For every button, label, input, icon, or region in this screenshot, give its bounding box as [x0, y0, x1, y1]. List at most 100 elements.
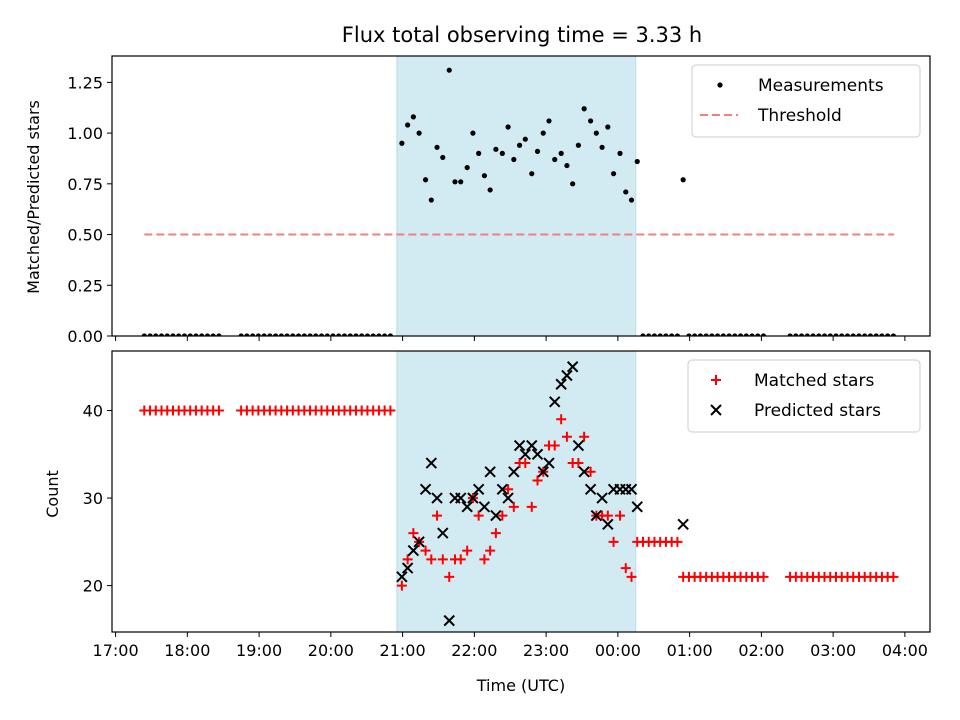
top-y-axis-label: Matched/Predicted stars [24, 100, 43, 294]
measurement-point [749, 333, 755, 336]
measurement-point [370, 333, 376, 336]
matched-star-point [602, 510, 613, 521]
top-y-tick-label: 1.25 [67, 73, 103, 92]
measurement-point [341, 333, 348, 336]
measurement-point [570, 181, 576, 187]
predicted-star-point [549, 396, 561, 408]
x-tick-label: 00:00 [595, 641, 641, 660]
measurement-point [651, 333, 658, 336]
measurement-point [709, 333, 715, 336]
matched-star-point [672, 536, 683, 547]
measurement-point [290, 333, 296, 336]
measurement-point [428, 197, 434, 203]
measurement-point [216, 333, 222, 336]
matched-star-point [626, 571, 637, 582]
predicted-star-point [396, 571, 408, 583]
matched-star-point [585, 466, 596, 477]
measurement-point [464, 164, 470, 171]
top-y-tick-label: 0.75 [67, 175, 103, 194]
measurement-point [238, 333, 244, 336]
predicted-star-point [407, 544, 420, 557]
measurement-point [176, 333, 182, 336]
legend-label: Measurements [758, 76, 884, 96]
predicted-star-point [401, 562, 414, 574]
matched-star-point [758, 571, 769, 582]
x-tick-label: 23:00 [523, 641, 569, 660]
top-y-tick-label: 0.50 [67, 226, 103, 245]
top-data-layer [141, 67, 897, 336]
top-observing-window [396, 55, 637, 337]
measurement-point [250, 333, 256, 336]
measurement-point [844, 333, 851, 336]
measurement-point [850, 333, 856, 336]
matched-star-point [432, 510, 443, 521]
matched-star-point [549, 440, 560, 451]
predicted-star-point [413, 536, 425, 548]
measurement-point [487, 187, 493, 193]
x-tick-label: 18:00 [164, 641, 210, 660]
measurement-point [879, 333, 885, 336]
measurement-point [324, 333, 330, 336]
top-legend: Measurements Threshold [691, 64, 921, 138]
measurement-point [153, 333, 159, 336]
predicted-star-point [584, 483, 597, 496]
measurement-point [867, 333, 874, 336]
measurement-point [760, 333, 767, 336]
matched-star-point [462, 545, 473, 556]
matched-star-point [473, 510, 484, 521]
measurement-point [307, 333, 313, 336]
measurement-point [522, 136, 528, 142]
legend-marker-plus [711, 375, 721, 385]
matched-star-point [437, 554, 448, 565]
x-tick-label: 20:00 [308, 641, 354, 660]
x-tick-label: 01:00 [667, 641, 713, 660]
measurement-point [646, 333, 652, 336]
measurement-point [382, 333, 388, 336]
legend-marker-x [710, 404, 722, 416]
measurement-point [640, 333, 646, 336]
matched-star-point [561, 431, 572, 442]
bottom-legend: Matched stars Predicted stars [687, 359, 921, 433]
bottom-series-predicted-stars [396, 361, 689, 627]
ratio-panel: 0.00 0.25 0.50 0.75 1.00 1.25 Measurements Thre… [67, 55, 931, 346]
measurement-point [422, 177, 429, 183]
measurement-point [452, 179, 458, 185]
measurement-point [787, 333, 793, 336]
measurement-point [581, 106, 587, 112]
measurement-point [267, 333, 273, 336]
measurement-point [686, 333, 692, 336]
predicted-star-point [496, 483, 509, 496]
measurement-point [737, 333, 744, 336]
matched-star-point [532, 475, 543, 486]
measurement-point [204, 333, 211, 336]
matched-star-point [520, 458, 531, 469]
predicted-star-point [602, 518, 614, 531]
measurement-point [726, 333, 732, 336]
predicted-star-point [590, 509, 603, 522]
measurement-point [634, 158, 640, 165]
predicted-star-point [425, 457, 438, 469]
counts-panel: 20 30 40 17:00 18:00 19:00 20:00 21:00 22:00 23:0… [83, 350, 931, 660]
matched-star-point [485, 545, 496, 556]
predicted-star-point [531, 448, 544, 461]
measurement-point [181, 333, 188, 336]
predicted-star-point [461, 501, 473, 513]
measurement-point [470, 130, 476, 136]
predicted-star-point [631, 501, 643, 513]
measurement-point [458, 179, 464, 185]
predicted-star-point [596, 492, 608, 504]
measurement-point [347, 333, 353, 336]
predicted-star-point [537, 466, 549, 478]
matched-star-point [615, 510, 626, 521]
predicted-star-point [572, 439, 585, 452]
predicted-star-point [508, 466, 520, 478]
predicted-star-point [677, 518, 689, 531]
bottom-observing-window [396, 350, 637, 633]
measurement-point [353, 333, 359, 336]
measurement-point [692, 333, 698, 336]
top-y-tick-label: 0.25 [67, 276, 103, 295]
top-series-measurements [141, 67, 897, 336]
measurement-point [856, 333, 862, 336]
predicted-star-point [478, 501, 491, 513]
measurement-point [273, 333, 279, 336]
